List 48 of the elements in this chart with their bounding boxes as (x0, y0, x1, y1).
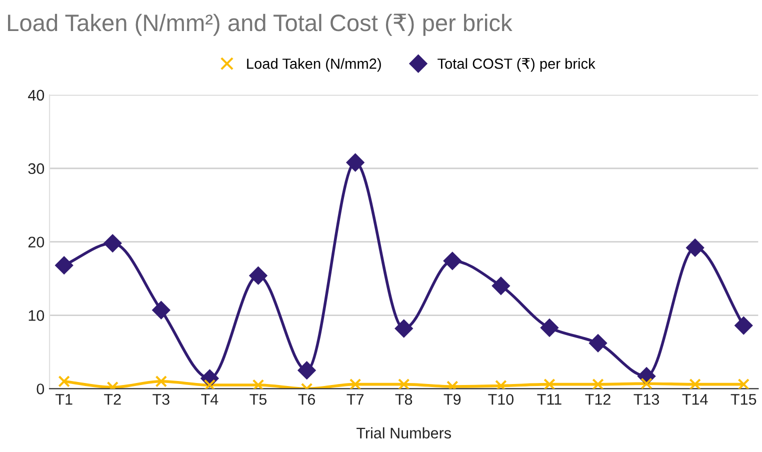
x-tick-label: T10 (488, 394, 514, 405)
point (544, 378, 556, 389)
x-tick-label: T1 (56, 394, 72, 405)
point (398, 378, 410, 389)
point (492, 276, 510, 295)
chart-title: Load Taken (N/mm²) and Total Cost (₹) per brick (8, 14, 512, 36)
x-tick-label: T12 (585, 394, 610, 405)
x-tick-label: T4 (201, 394, 218, 405)
x-tick-label: T3 (152, 394, 170, 405)
x-tick-label: T5 (250, 394, 267, 405)
x-tick-label: T9 (444, 394, 461, 405)
y-tick-label: 0 (36, 384, 44, 394)
point (640, 378, 652, 389)
point (394, 320, 413, 338)
point (152, 301, 170, 320)
x-tick-label: T15 (730, 394, 756, 405)
point (58, 375, 70, 388)
legend-label: Total COST (₹) per brick (438, 58, 596, 72)
point (540, 318, 558, 337)
y-tick-label: 20 (28, 236, 44, 248)
point (346, 154, 364, 172)
point (734, 316, 753, 334)
point (249, 266, 268, 285)
x-tick-label: T7 (346, 394, 364, 405)
point (443, 252, 462, 270)
x-axis-title: Trial Numbers (356, 427, 451, 438)
point (155, 375, 168, 388)
y-tick-label: 30 (28, 163, 44, 174)
point (298, 361, 316, 380)
point (252, 379, 264, 389)
point (589, 334, 607, 352)
x-tick-label: T14 (682, 394, 708, 405)
legend-label: Load Taken (N/mm2) (247, 58, 381, 72)
point (104, 234, 122, 252)
point (349, 378, 362, 389)
x-tick-label: T8 (395, 394, 412, 405)
x-tick-label: T6 (298, 394, 316, 405)
y-tick-label: 10 (28, 310, 44, 321)
point (738, 378, 750, 389)
x-tick-label: T2 (104, 394, 121, 405)
x-tick-label: T11 (537, 394, 562, 405)
point (689, 378, 701, 389)
y-tick-label: 40 (28, 90, 44, 101)
point (495, 380, 507, 389)
point (592, 378, 604, 389)
point (686, 238, 704, 257)
x-tick-label: T13 (634, 394, 660, 405)
point (55, 256, 73, 274)
